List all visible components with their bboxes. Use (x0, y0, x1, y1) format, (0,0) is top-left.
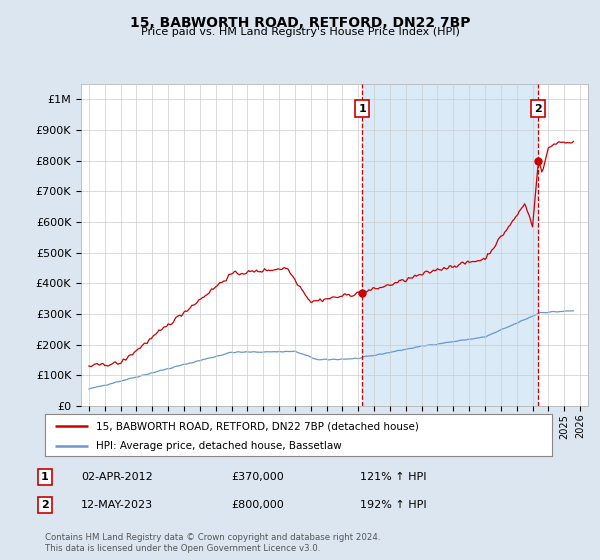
Text: 1: 1 (41, 472, 49, 482)
Text: 12-MAY-2023: 12-MAY-2023 (81, 500, 153, 510)
Text: £370,000: £370,000 (231, 472, 284, 482)
Text: £800,000: £800,000 (231, 500, 284, 510)
Text: 1: 1 (358, 104, 366, 114)
Text: 2: 2 (535, 104, 542, 114)
Text: 121% ↑ HPI: 121% ↑ HPI (360, 472, 427, 482)
Text: HPI: Average price, detached house, Bassetlaw: HPI: Average price, detached house, Bass… (96, 441, 341, 451)
Text: 192% ↑ HPI: 192% ↑ HPI (360, 500, 427, 510)
Text: 15, BABWORTH ROAD, RETFORD, DN22 7BP: 15, BABWORTH ROAD, RETFORD, DN22 7BP (130, 16, 470, 30)
Text: 2: 2 (41, 500, 49, 510)
Text: Price paid vs. HM Land Registry's House Price Index (HPI): Price paid vs. HM Land Registry's House … (140, 27, 460, 37)
Text: 02-APR-2012: 02-APR-2012 (81, 472, 153, 482)
Bar (362, 84, 538, 406)
Text: Contains HM Land Registry data © Crown copyright and database right 2024.
This d: Contains HM Land Registry data © Crown c… (45, 533, 380, 553)
Text: 15, BABWORTH ROAD, RETFORD, DN22 7BP (detached house): 15, BABWORTH ROAD, RETFORD, DN22 7BP (de… (96, 421, 419, 431)
